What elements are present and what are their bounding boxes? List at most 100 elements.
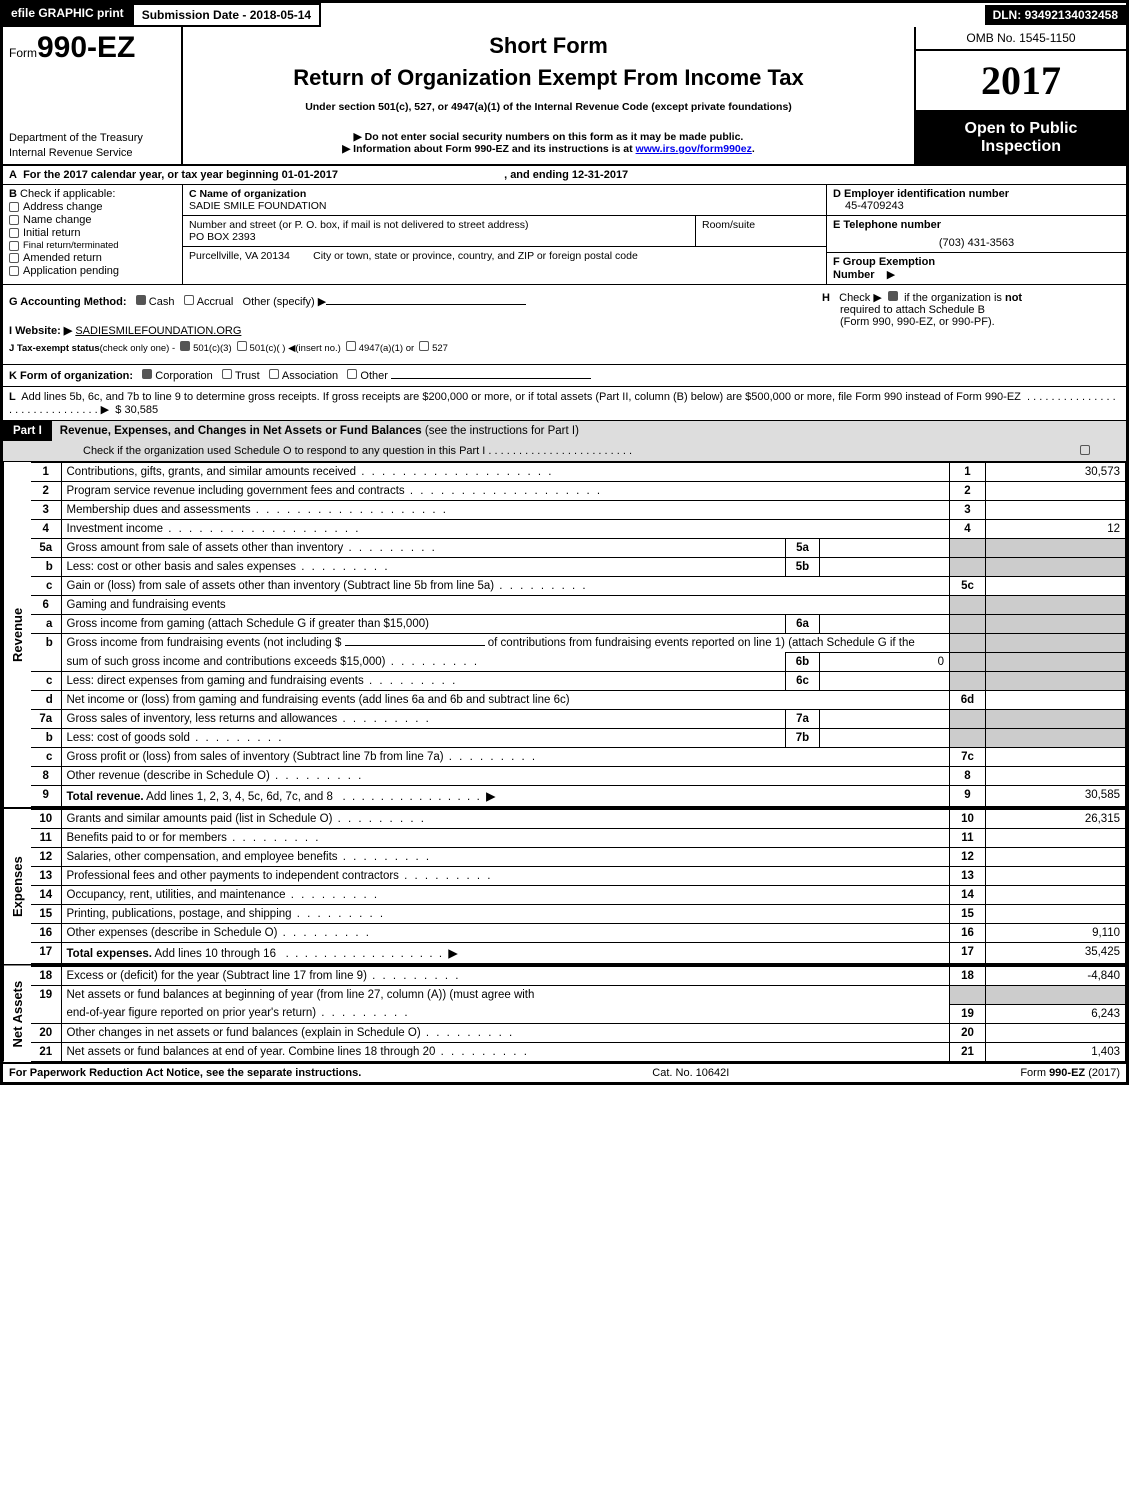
radio-icon[interactable] bbox=[346, 341, 356, 351]
line-k: K Form of organization: Corporation Trus… bbox=[3, 365, 1126, 387]
radio-icon[interactable] bbox=[269, 369, 279, 379]
footer-left: For Paperwork Reduction Act Notice, see … bbox=[9, 1067, 361, 1079]
header-center: Short Form Return of Organization Exempt… bbox=[183, 27, 916, 164]
row-amt bbox=[986, 691, 1126, 710]
chk-name-change[interactable]: Name change bbox=[9, 214, 176, 226]
row-num: 6 bbox=[31, 596, 61, 615]
row-box: 2 bbox=[950, 482, 986, 501]
k-other-input[interactable] bbox=[391, 378, 591, 379]
part1-check-text: Check if the organization used Schedule … bbox=[83, 445, 632, 457]
col-c: C Name of organization SADIE SMILE FOUND… bbox=[183, 185, 826, 284]
j-opt3: 4947(a)(1) or bbox=[359, 343, 414, 354]
chk-application-pending[interactable]: Application pending bbox=[9, 265, 176, 277]
radio-icon[interactable] bbox=[419, 341, 429, 351]
part1-header: Part I Revenue, Expenses, and Changes in… bbox=[3, 421, 1126, 441]
k-opt0: Corporation bbox=[155, 370, 212, 382]
row-desc: Gross income from fundraising events (no… bbox=[61, 634, 950, 653]
g-accrual: Accrual bbox=[197, 296, 234, 308]
org-name-label: C Name of organization bbox=[189, 188, 820, 200]
instructions-link[interactable]: www.irs.gov/form990ez bbox=[636, 143, 752, 155]
row-box: 11 bbox=[950, 829, 986, 848]
row-box: 15 bbox=[950, 905, 986, 924]
row-amt: -4,840 bbox=[986, 967, 1126, 986]
radio-icon[interactable] bbox=[180, 341, 190, 351]
i-value[interactable]: SADIESMILEFOUNDATION.ORG bbox=[75, 325, 241, 337]
form-page: efile GRAPHIC print Submission Date - 20… bbox=[0, 0, 1129, 1085]
row-num: c bbox=[31, 577, 61, 596]
k-opt3: Other bbox=[360, 370, 388, 382]
k-label: K Form of organization: bbox=[9, 370, 133, 382]
line-l: L Add lines 5b, 6c, and 7b to line 9 to … bbox=[3, 387, 1126, 421]
cell-f: F Group Exemption Number ▶ bbox=[827, 253, 1126, 284]
h-text2: if the organization is bbox=[904, 292, 1005, 304]
row-num: a bbox=[31, 615, 61, 634]
checkbox-icon[interactable] bbox=[1080, 445, 1090, 455]
table-row: cGain or (loss) from sale of assets othe… bbox=[31, 577, 1126, 596]
row-box: 17 bbox=[950, 943, 986, 964]
grey-cell bbox=[950, 672, 986, 691]
row-box: 12 bbox=[950, 848, 986, 867]
radio-icon[interactable] bbox=[222, 369, 232, 379]
row-desc: Investment income bbox=[61, 520, 950, 539]
b-label: B bbox=[9, 188, 17, 200]
dln-value: 93492134032458 bbox=[1025, 8, 1118, 22]
line-a: A For the 2017 calendar year, or tax yea… bbox=[3, 166, 1126, 185]
k-opt2: Association bbox=[282, 370, 338, 382]
radio-icon[interactable] bbox=[136, 295, 146, 305]
row-desc: Gross sales of inventory, less returns a… bbox=[61, 710, 786, 729]
mid-amt bbox=[820, 539, 950, 558]
header-left: Form990-EZ Department of the Treasury In… bbox=[3, 27, 183, 164]
row-box: 9 bbox=[950, 786, 986, 807]
radio-icon[interactable] bbox=[347, 369, 357, 379]
row-num: 8 bbox=[31, 767, 61, 786]
table-row: bLess: cost or other basis and sales exp… bbox=[31, 558, 1126, 577]
table-row: 3Membership dues and assessments3 bbox=[31, 501, 1126, 520]
row-amt bbox=[986, 1023, 1126, 1042]
room-cell: Room/suite bbox=[696, 216, 826, 246]
grey-cell bbox=[950, 986, 986, 1005]
row-box: 6d bbox=[950, 691, 986, 710]
chk-final-return[interactable]: Final return/terminated bbox=[9, 240, 176, 251]
chk-label: Amended return bbox=[23, 252, 102, 264]
line-g: G Accounting Method: Cash Accrual Other … bbox=[9, 295, 810, 308]
checkbox-icon[interactable] bbox=[888, 291, 898, 301]
radio-icon[interactable] bbox=[237, 341, 247, 351]
row-amt bbox=[986, 829, 1126, 848]
checkbox-icon bbox=[9, 215, 19, 225]
row-box: 20 bbox=[950, 1023, 986, 1042]
radio-icon[interactable] bbox=[184, 295, 194, 305]
row-box: 3 bbox=[950, 501, 986, 520]
table-row: 9Total revenue. Add lines 1, 2, 3, 4, 5c… bbox=[31, 786, 1126, 807]
row-desc: Membership dues and assessments bbox=[61, 501, 950, 520]
table-row: end-of-year figure reported on prior yea… bbox=[31, 1004, 1126, 1023]
radio-icon[interactable] bbox=[142, 369, 152, 379]
efile-print-button[interactable]: efile GRAPHIC print bbox=[3, 3, 134, 27]
dept-info: Department of the Treasury Internal Reve… bbox=[9, 91, 175, 160]
row-desc: Total revenue. Add lines 1, 2, 3, 4, 5c,… bbox=[61, 786, 950, 807]
chk-amended-return[interactable]: Amended return bbox=[9, 252, 176, 264]
row-num: c bbox=[31, 672, 61, 691]
address-label: Number and street (or P. O. box, if mail… bbox=[189, 219, 689, 231]
chk-label: Application pending bbox=[23, 265, 119, 277]
row-amt bbox=[986, 748, 1126, 767]
d-label: D Employer identification number bbox=[833, 188, 1120, 200]
row-box: 14 bbox=[950, 886, 986, 905]
row-desc: Less: cost of goods sold bbox=[61, 729, 786, 748]
line-a-text2: , and ending 12-31-2017 bbox=[504, 169, 628, 181]
tax-year: 2017 bbox=[916, 51, 1126, 112]
k-opt1: Trust bbox=[235, 370, 260, 382]
row-desc: Net assets or fund balances at beginning… bbox=[61, 986, 950, 1005]
table-row: 15Printing, publications, postage, and s… bbox=[31, 905, 1126, 924]
chk-initial-return[interactable]: Initial return bbox=[9, 227, 176, 239]
chk-address-change[interactable]: Address change bbox=[9, 201, 176, 213]
h-label: H bbox=[822, 292, 830, 304]
row-amt bbox=[986, 886, 1126, 905]
line-a-label: A bbox=[9, 169, 17, 181]
l-amount: $ 30,585 bbox=[115, 404, 158, 416]
amount-input[interactable] bbox=[345, 645, 485, 646]
row-num: c bbox=[31, 748, 61, 767]
expenses-table: 10Grants and similar amounts paid (list … bbox=[31, 809, 1126, 964]
row-num: 7a bbox=[31, 710, 61, 729]
row-amt: 26,315 bbox=[986, 810, 1126, 829]
g-other-input[interactable] bbox=[326, 304, 526, 305]
